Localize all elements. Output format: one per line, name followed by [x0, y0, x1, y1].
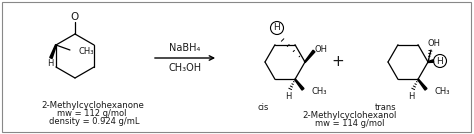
Text: H: H [437, 57, 443, 66]
Text: CH₃: CH₃ [312, 87, 328, 96]
Text: H: H [273, 23, 281, 33]
Text: mw = 112 g/mol: mw = 112 g/mol [57, 109, 127, 118]
Text: CH₃OH: CH₃OH [168, 63, 201, 73]
Text: 2-Methylcyclohexanol: 2-Methylcyclohexanol [303, 111, 397, 120]
FancyBboxPatch shape [2, 2, 471, 132]
Polygon shape [305, 50, 315, 62]
Text: +: + [332, 55, 345, 70]
Text: cis: cis [257, 103, 269, 113]
Text: 2-Methylcyclohexanone: 2-Methylcyclohexanone [41, 101, 144, 111]
Polygon shape [295, 79, 304, 90]
Polygon shape [50, 45, 56, 58]
Text: CH₃: CH₃ [435, 87, 450, 96]
Text: OH: OH [315, 44, 328, 53]
Text: H: H [408, 92, 414, 101]
Polygon shape [418, 79, 427, 90]
Text: H: H [285, 92, 291, 101]
Text: trans: trans [375, 103, 397, 113]
Text: O: O [71, 12, 79, 22]
Text: H: H [47, 59, 53, 68]
Text: mw = 114 g/mol: mw = 114 g/mol [315, 120, 385, 129]
Text: CH₃: CH₃ [79, 46, 94, 55]
Polygon shape [428, 60, 434, 62]
Text: density = 0.924 g/mL: density = 0.924 g/mL [49, 116, 139, 126]
Text: NaBH₄: NaBH₄ [169, 43, 201, 53]
Text: OH: OH [428, 38, 440, 47]
